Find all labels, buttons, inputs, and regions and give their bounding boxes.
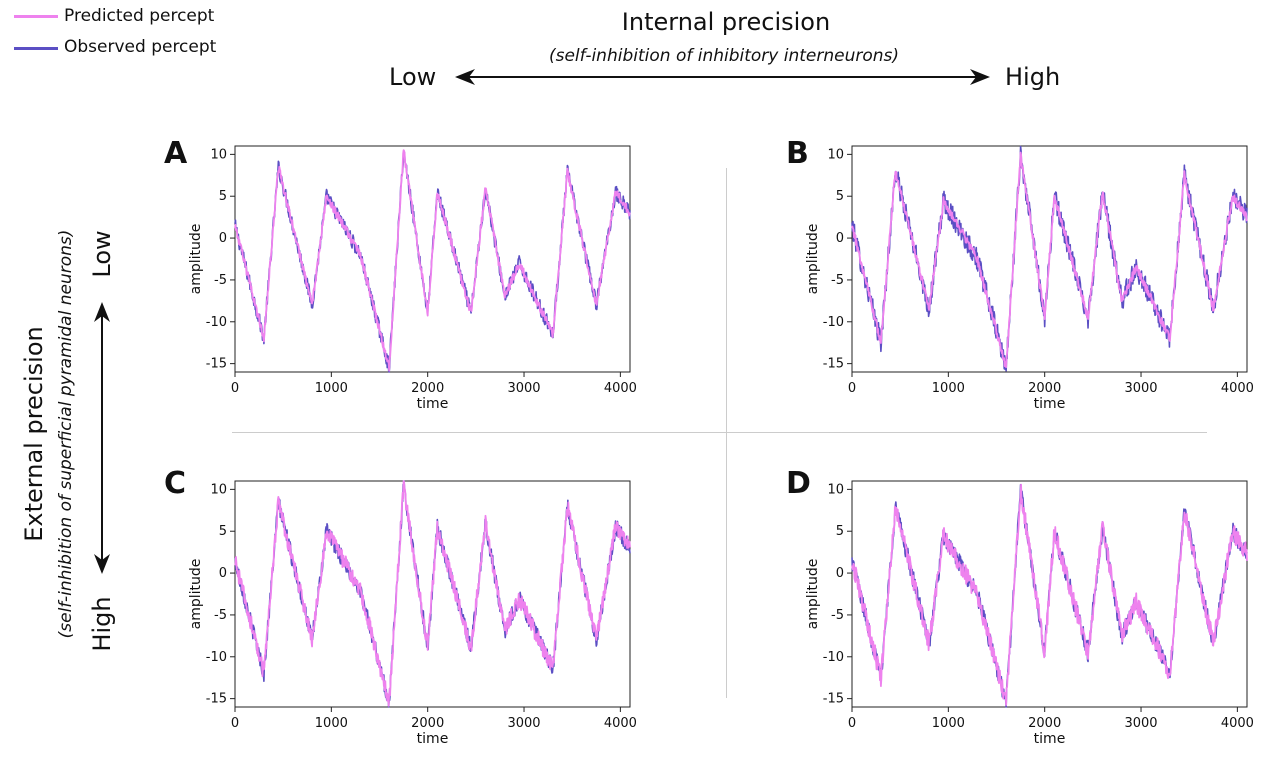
x-tick-label: 1000 [932,381,965,396]
y-tick-label: -5 [214,273,227,288]
y-tick-label: 10 [827,482,844,497]
y-tick-label: 10 [210,482,227,497]
external-precision-title: External precision [20,326,48,542]
y-axis-label: amplitude [805,224,821,295]
series-predicted-line [234,480,631,707]
x-axis-label: time [417,731,449,747]
panel-letter-c: C [164,466,187,501]
plot-frame [851,145,1248,373]
x-tick-label: 0 [848,716,856,731]
y-tick-label: 10 [827,147,844,162]
y-tick-label: 5 [836,524,844,539]
y-tick-label: 5 [219,524,227,539]
internal-precision-subtitle: (self-inhibition of inhibitory interneur… [548,46,900,66]
plot-frame [234,145,631,373]
y-tick-label: -5 [831,608,844,623]
x-tick-label: 2000 [1028,716,1061,731]
x-tick-label: 2000 [1028,381,1061,396]
x-tick-label: 1000 [932,716,965,731]
x-tick-label: 0 [848,381,856,396]
x-tick-label: 1000 [315,716,348,731]
horizontal-divider [232,432,1207,433]
y-axis-label: amplitude [188,559,204,630]
x-tick-label: 3000 [507,381,540,396]
x-tick-label: 0 [231,716,239,731]
x-tick-label: 4000 [1221,381,1254,396]
y-tick-label: -15 [206,692,227,707]
y-tick-label: 0 [836,231,844,246]
external-precision-arrow [94,302,110,574]
internal-precision-low-label: Low [389,63,437,91]
y-tick-label: -10 [823,315,844,330]
external-precision-subtitle: (self-inhibition of superficial pyramida… [56,229,76,639]
y-tick-label: 5 [219,189,227,204]
legend-swatch-predicted [14,15,58,18]
y-tick-label: -10 [206,650,227,665]
x-tick-label: 2000 [411,381,444,396]
series-predicted-line [851,151,1248,369]
y-tick-label: -10 [206,315,227,330]
x-tick-label: 2000 [411,716,444,731]
internal-precision-arrow [455,69,990,85]
y-tick-label: 0 [836,566,844,581]
chart-panel-b: 0 1000 2000 3000 4000 10 5 0 -5 -10 -15 time amplitu… [805,145,1254,412]
plot-frame [851,480,1248,708]
external-precision-high-label: High [88,596,116,652]
series-predicted-line [234,149,631,372]
x-tick-label: 0 [231,381,239,396]
y-tick-label: -15 [823,357,844,372]
y-axis-label: amplitude [805,559,821,630]
internal-precision-high-label: High [1005,63,1061,91]
chart-panel-d: 0 1000 2000 3000 4000 10 5 0 -5 -10 -15 time amplitu… [805,480,1254,747]
external-precision-low-label: Low [88,230,116,278]
y-tick-label: 0 [219,566,227,581]
panel-letter-d: D [786,466,811,501]
y-tick-label: 0 [219,231,227,246]
internal-precision-title: Internal precision [621,8,831,36]
vertical-divider [726,168,727,698]
x-axis-label: time [417,396,449,412]
panel-letter-a: A [164,136,188,171]
plot-frame [234,480,631,708]
x-tick-label: 3000 [507,716,540,731]
y-tick-label: 5 [836,189,844,204]
legend-swatch-observed [14,47,58,50]
x-tick-label: 3000 [1124,716,1157,731]
y-tick-label: -15 [206,357,227,372]
legend-label-predicted: Predicted percept [64,6,215,26]
x-tick-label: 4000 [604,381,637,396]
legend-label-observed: Observed percept [64,37,217,57]
series-predicted-line [851,483,1248,706]
x-tick-label: 4000 [1221,716,1254,731]
chart-panel-c: 0 1000 2000 3000 4000 10 5 0 -5 -10 -15 time amplitu… [188,480,637,747]
y-tick-label: -15 [823,692,844,707]
panel-letter-b: B [786,136,809,171]
y-tick-label: 10 [210,147,227,162]
chart-panel-a: 0 1000 2000 3000 4000 10 5 0 -5 -10 -15 time amplitu… [188,145,637,412]
y-axis-label: amplitude [188,224,204,295]
y-tick-label: -10 [823,650,844,665]
y-tick-label: -5 [214,608,227,623]
y-tick-label: -5 [831,273,844,288]
x-tick-label: 3000 [1124,381,1157,396]
x-axis-label: time [1034,396,1066,412]
x-tick-label: 4000 [604,716,637,731]
x-tick-label: 1000 [315,381,348,396]
x-axis-label: time [1034,731,1066,747]
